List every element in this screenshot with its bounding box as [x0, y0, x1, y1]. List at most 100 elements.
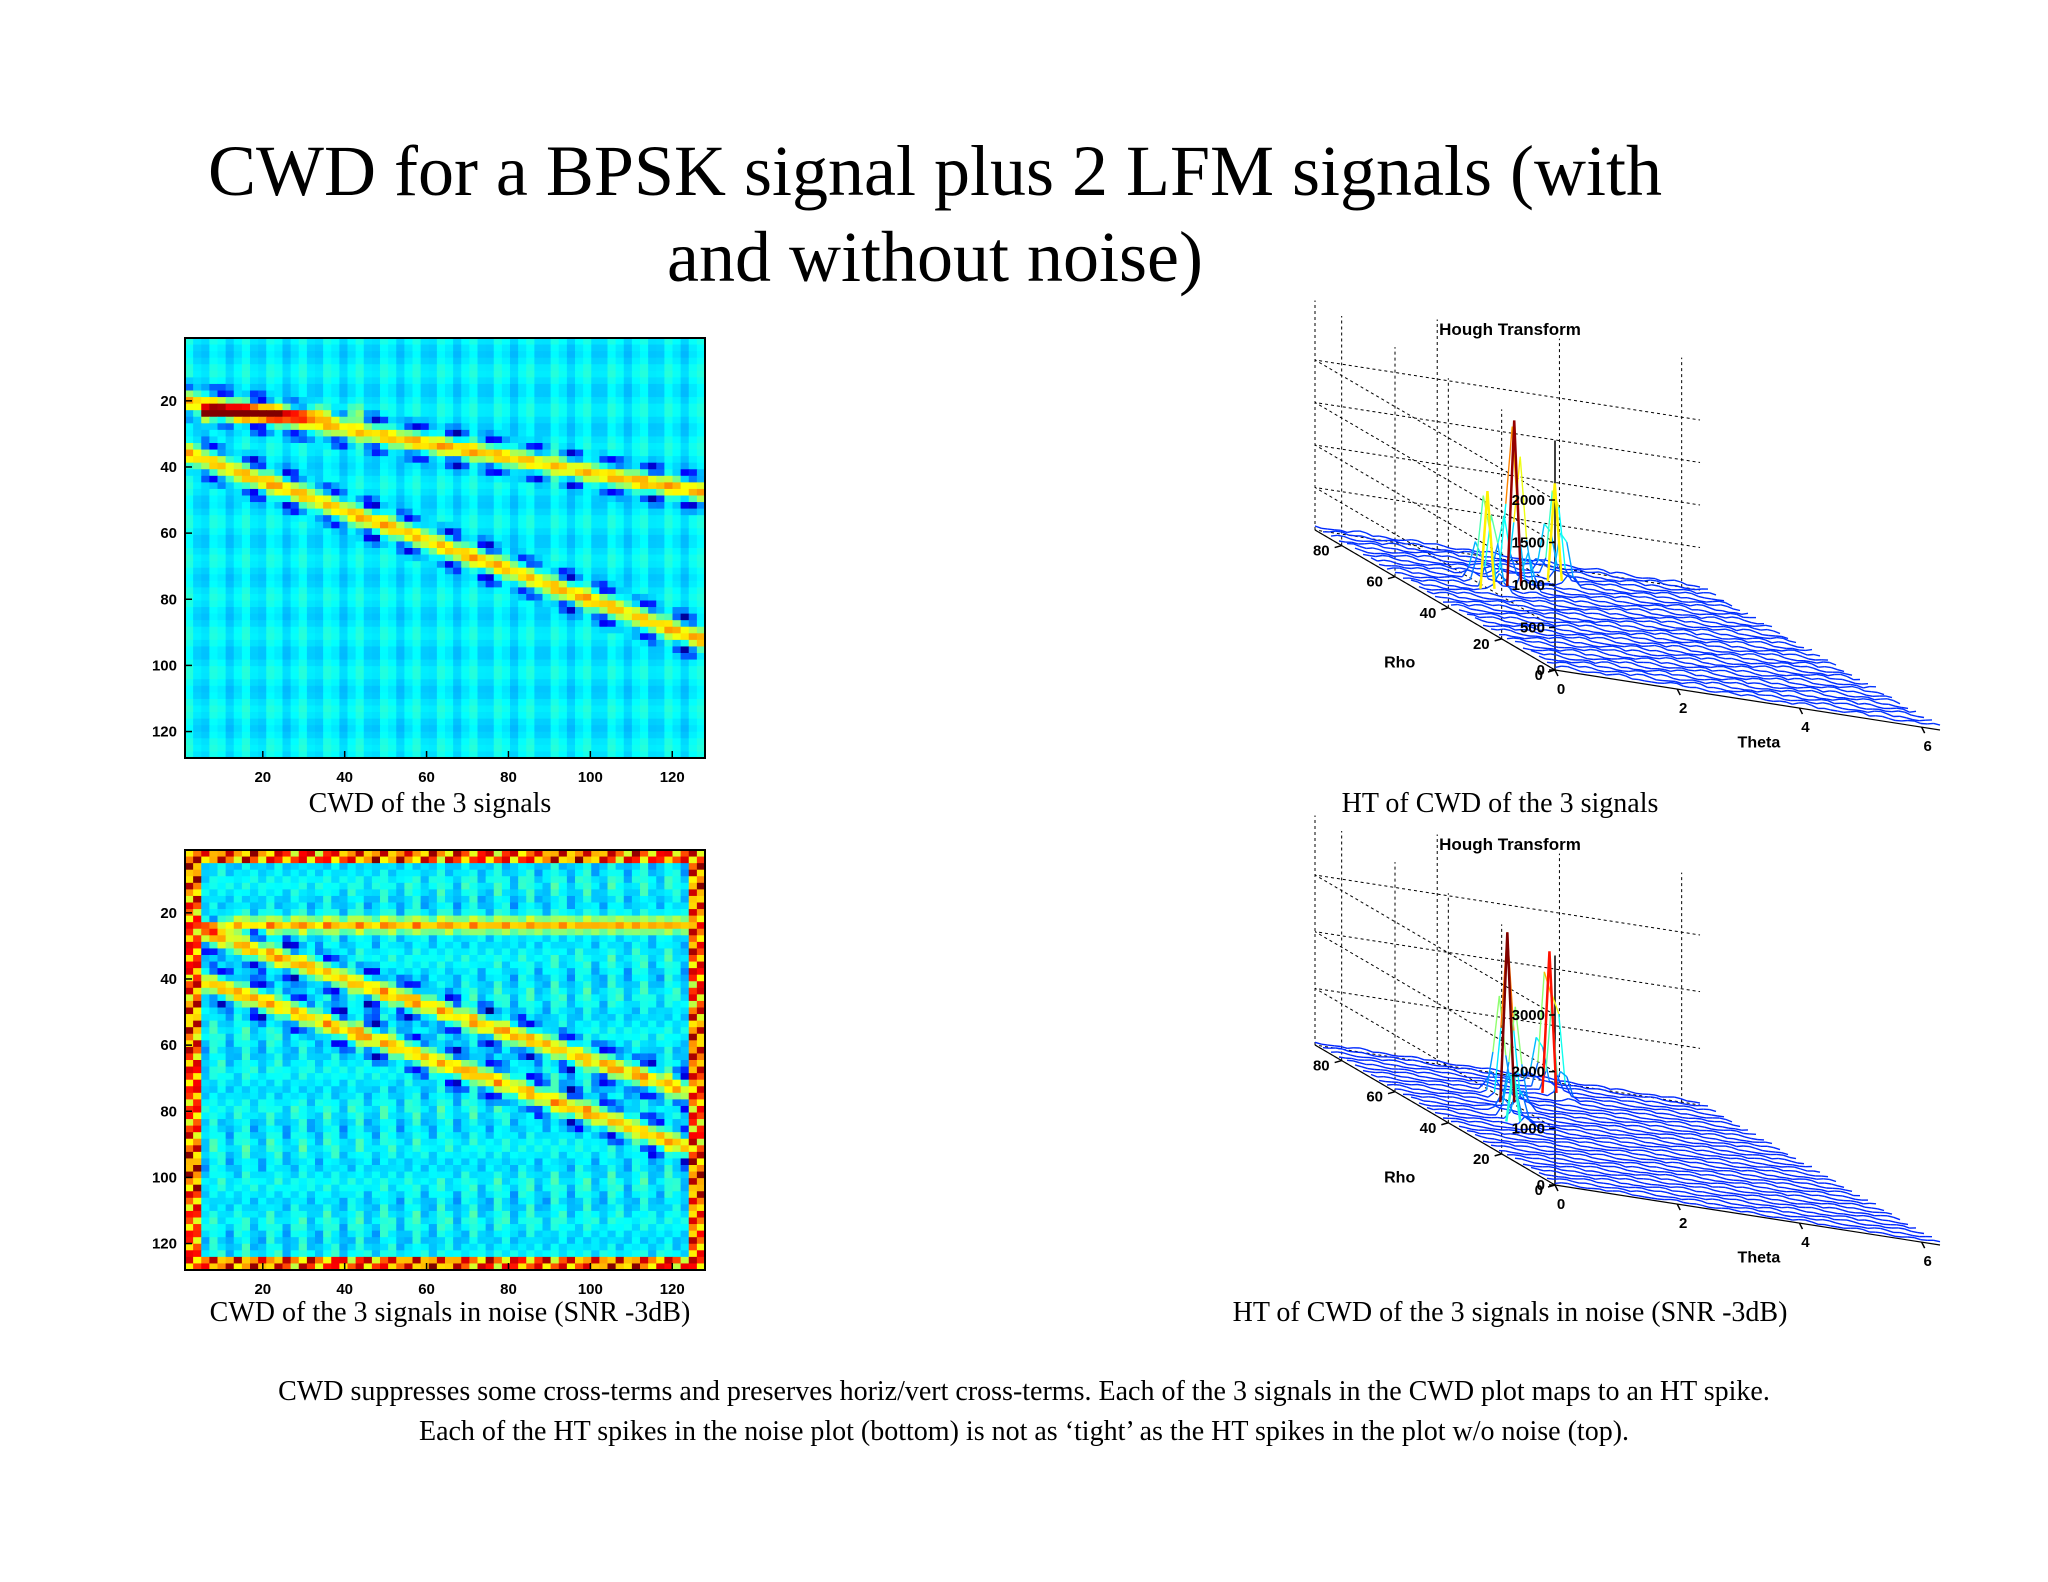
heatmap-cell [453, 488, 462, 497]
mesh-segment [1454, 556, 1462, 561]
heatmap-cell [672, 436, 682, 444]
heatmap-cell [696, 410, 706, 418]
mesh-segment [1672, 591, 1680, 594]
heatmap-cell [298, 416, 308, 424]
heatmap-cell [380, 351, 389, 359]
heatmap-cell [266, 653, 275, 661]
heatmap-cell [688, 712, 698, 720]
heatmap-cell [363, 600, 373, 608]
mesh-segment [1691, 620, 1699, 624]
heatmap-cell [631, 685, 641, 693]
heatmap-cell [591, 344, 600, 352]
heatmap-cell [363, 534, 373, 543]
mesh-segment [1473, 588, 1481, 591]
heatmap-cell [185, 600, 194, 608]
heatmap-cell [469, 705, 479, 713]
heatmap-cell [640, 364, 649, 372]
heatmap-cell [420, 607, 430, 615]
heatmap-cell [250, 436, 259, 444]
heatmap-cell [493, 403, 503, 411]
heatmap-cell [217, 548, 227, 556]
heatmap-cell [640, 731, 649, 739]
heatmap-cell [185, 456, 194, 464]
heatmap-cell [388, 731, 397, 739]
heatmap-cell [233, 416, 243, 424]
heatmap-cell [526, 423, 535, 431]
heatmap-cell [615, 370, 625, 378]
heatmap-cell [363, 698, 373, 707]
mesh-segment [1711, 612, 1718, 615]
heatmap-cell [493, 620, 503, 628]
heatmap-cell [550, 364, 560, 372]
heatmap-cell [469, 429, 479, 438]
mesh-segment [1569, 588, 1577, 591]
heatmap-cell [428, 679, 438, 687]
heatmap-cell [282, 600, 292, 608]
heatmap-cell [534, 390, 544, 398]
heatmap-cell [274, 692, 284, 700]
heatmap-cell [331, 423, 340, 431]
heatmap-cell [380, 613, 389, 621]
heatmap-cell [355, 613, 365, 621]
mesh-segment [1674, 594, 1681, 599]
heatmap-cell [469, 593, 479, 602]
heatmap-cell [420, 364, 430, 372]
heatmap-cell [501, 580, 511, 588]
heatmap-cell [371, 423, 381, 431]
heatmap-cell [404, 626, 414, 634]
heatmap-cell [461, 718, 470, 726]
heatmap-cell [680, 705, 690, 713]
heatmap-cell [396, 751, 405, 759]
mesh-segment [1428, 551, 1436, 556]
heatmap-cell [461, 712, 470, 720]
heatmap-cell [363, 416, 373, 424]
mesh-segment [1391, 538, 1399, 541]
heatmap-cell [266, 534, 275, 543]
heatmap-cell [225, 410, 235, 418]
heatmap-cell [274, 698, 284, 707]
heatmap-cell [193, 561, 202, 569]
heatmap-cell [274, 738, 284, 746]
mesh-segment [1648, 591, 1656, 595]
heatmap-cell [526, 600, 535, 608]
heatmap-cell [306, 554, 316, 562]
heatmap-cell [209, 639, 219, 648]
heatmap-cell [485, 653, 495, 661]
heatmap-cell [193, 456, 202, 464]
heatmap-cell [445, 436, 454, 444]
heatmap-cell [591, 613, 600, 621]
heatmap-cell [526, 620, 535, 628]
mesh-segment [1415, 551, 1423, 554]
heatmap-cell [461, 502, 470, 510]
mesh-segment [1770, 636, 1777, 640]
heatmap-cell [233, 351, 243, 359]
heatmap-cell [201, 488, 210, 497]
heatmap-cell [412, 423, 422, 431]
heatmap-cell [306, 403, 316, 411]
heatmap-cell [688, 593, 698, 602]
mesh-segment [1375, 554, 1383, 558]
heatmap-cell [241, 383, 251, 392]
mesh-segment [1350, 538, 1357, 542]
heatmap-cell [510, 567, 519, 575]
heatmap-cell [282, 554, 292, 562]
heatmap-cell [420, 475, 430, 483]
heatmap-cell [274, 370, 284, 378]
heatmap-cell [217, 370, 227, 378]
heatmap-cell [542, 528, 552, 536]
heatmap-cell [550, 344, 560, 352]
heatmap-cell [591, 377, 600, 385]
heatmap-cell [363, 653, 373, 661]
heatmap-cell [672, 705, 682, 713]
heatmap-cell [680, 351, 690, 359]
heatmap-cell [355, 698, 365, 707]
heatmap-cell [445, 659, 454, 667]
heatmap-cell [680, 646, 690, 654]
heatmap-cell [453, 383, 462, 392]
heatmap-cell [469, 534, 479, 543]
heatmap-cell [518, 429, 527, 438]
heatmap-cell [566, 383, 576, 392]
mesh-segment [1661, 605, 1669, 610]
heatmap-cell [477, 679, 487, 687]
heatmap-cell [558, 397, 568, 405]
